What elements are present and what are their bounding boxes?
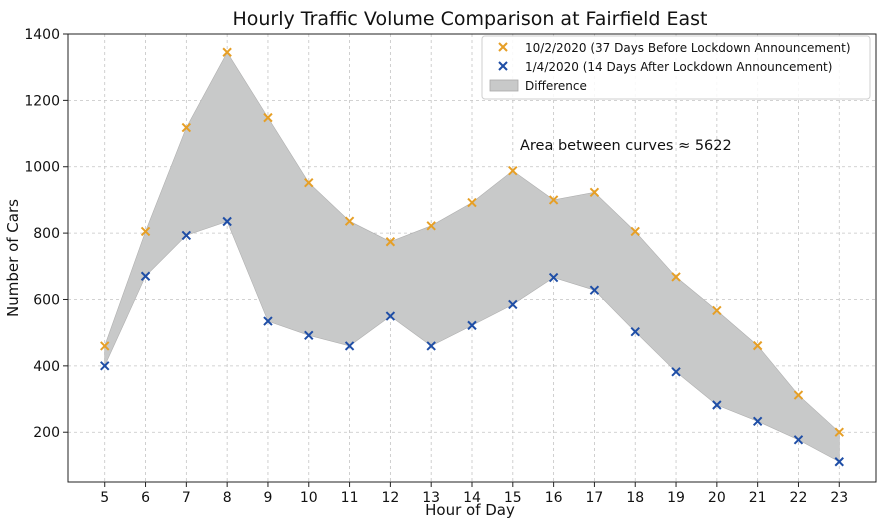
data-point-before <box>181 122 192 133</box>
data-point-after <box>712 400 722 410</box>
x-tick-label: 11 <box>341 490 359 506</box>
x-tick-label: 17 <box>586 490 604 506</box>
data-point-before <box>630 226 640 237</box>
legend-marker-after <box>498 61 508 71</box>
data-point-after <box>548 272 559 283</box>
data-point-before <box>712 305 722 316</box>
legend-x-before <box>498 42 508 52</box>
y-tick-label: 1200 <box>24 93 60 109</box>
data-point-after <box>752 416 763 426</box>
y-tick-label: 1400 <box>24 27 60 43</box>
data-point-before <box>467 197 477 208</box>
data-point-after <box>834 457 844 467</box>
data-point-after <box>263 316 273 326</box>
x-tick-label: 10 <box>300 490 318 506</box>
data-point-after <box>140 271 151 281</box>
legend-patch-difference <box>489 79 519 92</box>
chart-title: Hourly Traffic Volume Comparison at Fair… <box>232 8 707 30</box>
y-axis-ticks: 200 400 600 800 1000 1200 1400 <box>24 27 68 441</box>
data-point-before <box>793 390 804 400</box>
x-tick-label: 20 <box>708 490 726 506</box>
data-point-before <box>222 47 232 57</box>
legend-label-after: 1/4/2020 (14 Days After Lockdown Announc… <box>525 60 832 74</box>
data-point-before <box>508 166 518 176</box>
data-point-before <box>140 226 151 237</box>
data-point-after <box>181 230 192 241</box>
y-tick-label: 800 <box>33 226 60 242</box>
legend: 10/2/2020 (37 Days Before Lockdown Annou… <box>481 35 871 100</box>
data-point-before <box>589 187 600 198</box>
series-after-markers <box>100 216 844 467</box>
x-tick-label: 6 <box>141 490 150 506</box>
data-point-before <box>263 112 273 123</box>
data-point-after <box>671 367 681 377</box>
data-point-after <box>385 311 396 321</box>
x-tick-label: 16 <box>545 490 563 506</box>
x-tick-label: 22 <box>790 490 808 506</box>
data-point-after <box>426 341 436 351</box>
data-point-before <box>548 195 559 205</box>
x-tick-label: 13 <box>422 490 440 506</box>
y-tick-label: 200 <box>33 425 60 441</box>
data-point-before <box>100 341 110 351</box>
y-tick-label: 600 <box>33 292 60 308</box>
x-tick-label: 5 <box>100 490 109 506</box>
legend-label-difference: Difference <box>525 79 587 93</box>
x-tick-label: 18 <box>626 490 644 506</box>
x-tick-label: 8 <box>223 490 232 506</box>
x-axis-ticks: 5 6 7 8 9 10 11 12 13 14 15 16 17 18 19 20 21 22 23 <box>100 482 848 506</box>
y-tick-label: 1000 <box>24 160 60 176</box>
data-point-before <box>426 221 436 231</box>
data-point-before <box>385 237 396 247</box>
data-point-before <box>752 340 763 351</box>
x-tick-label: 7 <box>182 490 191 506</box>
y-tick-label: 400 <box>33 359 60 375</box>
data-point-after <box>344 341 355 351</box>
x-tick-label: 19 <box>667 490 685 506</box>
x-tick-label: 12 <box>381 490 399 506</box>
legend-marker-before <box>498 42 508 52</box>
series-before-markers <box>100 47 844 437</box>
data-point-after <box>793 435 804 445</box>
data-point-before <box>671 272 681 282</box>
x-tick-label: 21 <box>749 490 767 506</box>
x-axis-title: Hour of Day <box>425 501 515 519</box>
data-point-after <box>508 299 518 310</box>
data-point-after <box>589 285 600 295</box>
data-point-before <box>834 427 844 437</box>
data-point-after <box>100 361 110 371</box>
data-point-after <box>630 326 640 337</box>
x-tick-label: 9 <box>263 490 272 506</box>
data-point-before <box>304 177 314 188</box>
x-tick-label: 23 <box>830 490 848 506</box>
x-tick-label: 14 <box>463 490 481 506</box>
x-tick-label: 15 <box>504 490 522 506</box>
y-axis-title: Number of Cars <box>4 199 22 317</box>
data-point-after <box>304 330 314 341</box>
legend-x-after <box>498 61 508 71</box>
data-point-before <box>344 216 355 226</box>
data-point-after <box>467 320 477 331</box>
data-point-after <box>222 216 232 227</box>
legend-label-before: 10/2/2020 (37 Days Before Lockdown Annou… <box>525 41 851 55</box>
legend-box <box>481 35 871 100</box>
area-annotation: Area between curves ≈ 5622 <box>520 138 732 154</box>
